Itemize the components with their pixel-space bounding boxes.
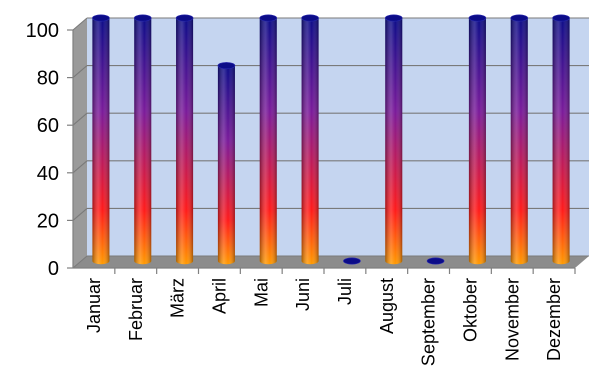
y-axis: 0 20 40 60 80 100 <box>26 20 74 280</box>
x-tick-label: Juli <box>335 278 355 305</box>
bar <box>175 14 194 265</box>
bar <box>468 14 487 265</box>
gridline-side <box>72 160 88 174</box>
bar <box>426 257 445 265</box>
x-tick-label: Dezember <box>544 278 564 361</box>
gridline-side <box>72 207 88 221</box>
x-tick-label: Januar <box>84 278 104 333</box>
bar <box>92 14 110 265</box>
x-tick-label: April <box>209 278 229 314</box>
bar <box>259 14 278 265</box>
gridlines <box>72 17 589 269</box>
y-tick-label: 20 <box>37 210 59 232</box>
gridline-side <box>72 112 88 126</box>
bar <box>301 14 319 265</box>
back-wall <box>87 18 589 256</box>
y-tick-label: 60 <box>37 115 59 137</box>
bar <box>133 14 152 265</box>
bars <box>92 14 570 265</box>
gridline-side <box>72 65 88 79</box>
x-tick-label: Juni <box>293 278 313 311</box>
plot-walls <box>73 18 589 268</box>
x-tick-label: August <box>377 278 397 334</box>
x-tick-label: Februar <box>126 278 146 341</box>
gridline-side <box>72 17 88 31</box>
x-axis: Januar Februar März April Mai Juni Juli August S… <box>73 267 576 366</box>
x-tick-label: März <box>168 278 188 318</box>
x-tick-label: September <box>419 278 439 366</box>
x-tick-label: Mai <box>251 278 271 307</box>
bar <box>510 14 529 265</box>
x-tick-label: Oktober <box>460 278 480 342</box>
bar <box>384 14 403 265</box>
x-tick-label: November <box>502 278 522 361</box>
y-tick-label: 0 <box>48 258 59 280</box>
floor <box>73 256 589 268</box>
bar <box>343 257 361 265</box>
side-wall <box>73 18 87 268</box>
bar <box>552 14 570 265</box>
bar <box>217 62 236 265</box>
y-tick-label: 80 <box>37 68 59 90</box>
y-tick-label: 100 <box>26 20 59 42</box>
y-tick-label: 40 <box>37 163 59 185</box>
gridline-side <box>72 255 88 269</box>
